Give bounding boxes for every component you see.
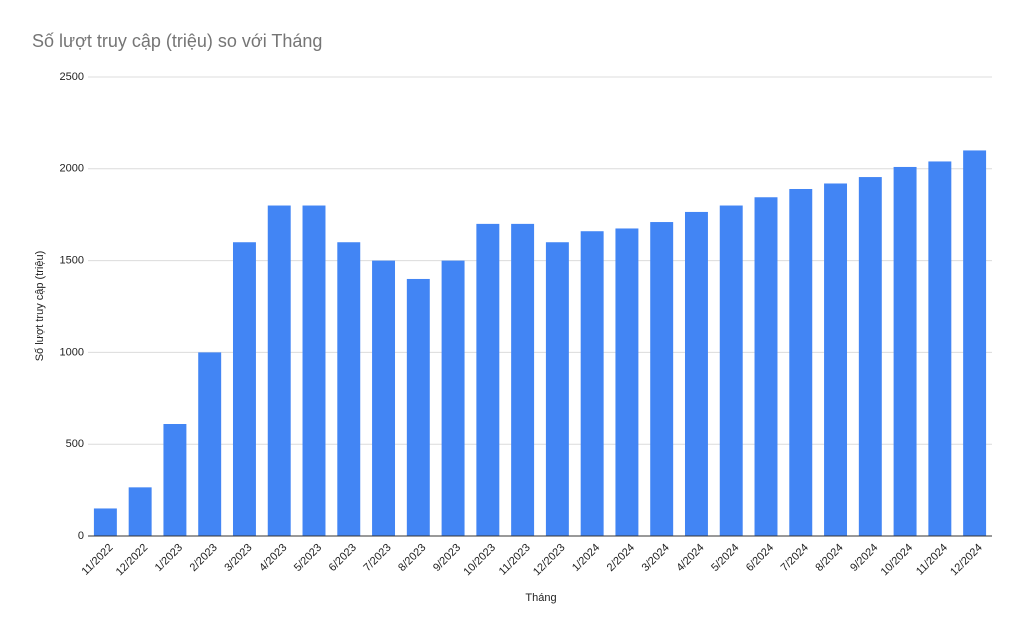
bar — [754, 197, 778, 536]
y-tick-label: 0 — [78, 530, 84, 542]
chart-title: Số lượt truy cập (triệu) so với Tháng — [32, 31, 322, 51]
bar — [789, 188, 813, 536]
bar — [302, 205, 326, 536]
bar — [684, 211, 708, 537]
y-axis-label: Số lượt truy cập (triệu) — [34, 251, 46, 362]
bar — [615, 228, 639, 536]
bar — [93, 508, 117, 536]
bar — [406, 278, 430, 536]
bar — [824, 183, 848, 536]
bar — [719, 205, 743, 536]
bar — [128, 487, 152, 536]
x-axis-label: Tháng — [525, 592, 556, 604]
y-tick-label: 500 — [66, 438, 84, 450]
y-tick-label: 2000 — [60, 163, 84, 175]
bar — [372, 260, 396, 536]
bar — [650, 222, 674, 536]
bar — [963, 150, 987, 536]
bar — [337, 242, 361, 537]
bar — [893, 166, 917, 537]
bar — [928, 161, 952, 536]
bar — [858, 177, 882, 536]
y-tick-label: 1000 — [60, 346, 84, 358]
bar — [232, 242, 256, 537]
bar — [163, 424, 187, 536]
y-tick-label: 1500 — [60, 255, 84, 267]
bar — [545, 242, 569, 537]
bar — [511, 223, 535, 536]
bar — [198, 352, 222, 536]
bar — [441, 260, 465, 536]
y-tick-label: 2500 — [60, 71, 84, 83]
bar — [580, 231, 604, 536]
bar — [476, 223, 500, 536]
bar — [267, 205, 291, 536]
